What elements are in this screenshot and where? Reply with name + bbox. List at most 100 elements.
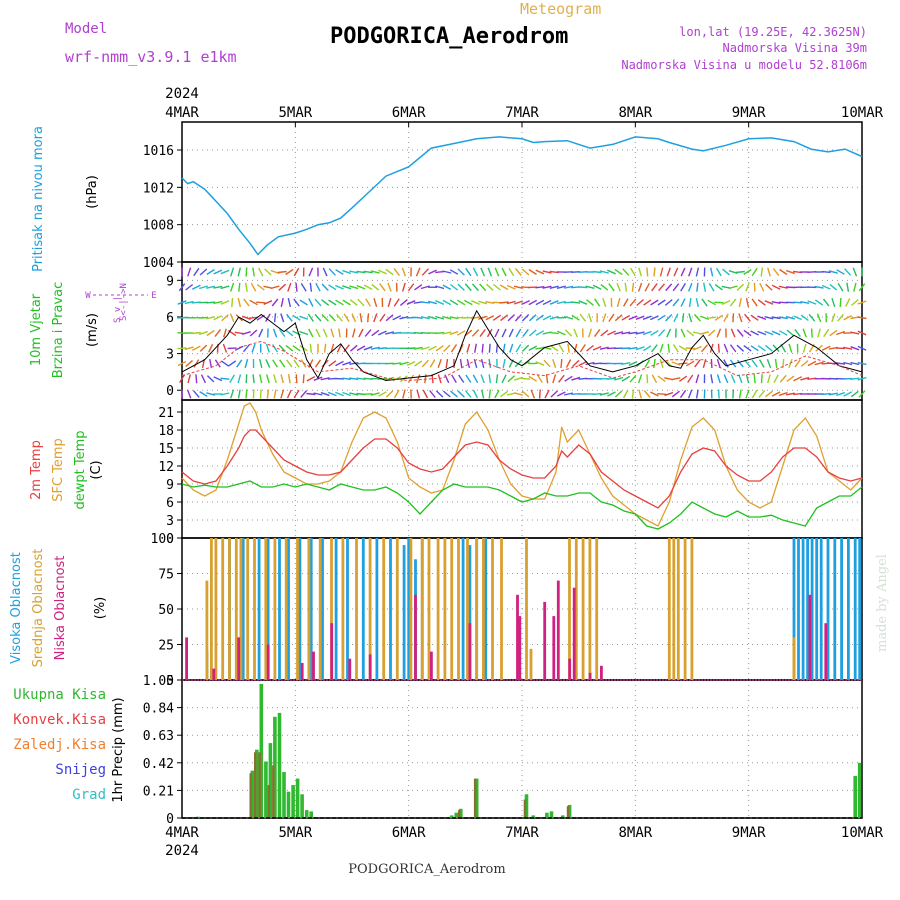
wind-barb bbox=[437, 358, 442, 369]
precip-legend-item: Konvek.Kisa bbox=[13, 712, 106, 728]
wind-barb bbox=[342, 269, 352, 275]
wind-barb bbox=[309, 282, 313, 292]
x-tick-label-bottom: 10MAR bbox=[841, 825, 884, 841]
cloud-mid-bar bbox=[568, 538, 571, 680]
wind-barb bbox=[671, 377, 681, 381]
wind-barb bbox=[442, 299, 452, 306]
wind-barb bbox=[293, 389, 300, 399]
wind-barb bbox=[571, 359, 580, 368]
wind-barb bbox=[587, 313, 593, 323]
wind-barb bbox=[717, 343, 720, 353]
wind-barb bbox=[556, 391, 566, 397]
wind-barb bbox=[638, 389, 642, 399]
wind-barb bbox=[680, 298, 686, 307]
precip-total-bar bbox=[286, 791, 291, 818]
wind-barb bbox=[716, 358, 721, 369]
wind-barb bbox=[515, 344, 522, 353]
wind-axis-unit: (m/s) bbox=[85, 313, 100, 347]
y-tick-label: 9 bbox=[166, 274, 174, 289]
wind-barb bbox=[244, 282, 248, 292]
cloud-high-bar bbox=[346, 538, 349, 680]
y-tick-label: 1.05 bbox=[143, 674, 174, 689]
wind-barb bbox=[494, 328, 500, 338]
wind-barb bbox=[393, 298, 400, 307]
wind-barb bbox=[308, 267, 314, 277]
precip-total-bar bbox=[545, 812, 549, 818]
wind-barb bbox=[259, 374, 263, 384]
wind-barb bbox=[607, 391, 616, 397]
wind-barb bbox=[449, 283, 459, 291]
wind-barb bbox=[567, 343, 570, 353]
wind-barb bbox=[328, 284, 337, 291]
wind-barb bbox=[229, 313, 235, 323]
wind-barb bbox=[853, 282, 857, 292]
wind-barb bbox=[794, 328, 801, 338]
x-tick-label-top: 5MAR bbox=[278, 105, 312, 121]
cloud-high-bar bbox=[241, 538, 245, 680]
wind-barb bbox=[578, 300, 588, 305]
wind-barb bbox=[481, 343, 484, 353]
wind-barb bbox=[751, 267, 758, 277]
wind-barb bbox=[428, 300, 438, 305]
wind-barb bbox=[299, 315, 309, 320]
wind-barb bbox=[542, 299, 552, 306]
wind-barb bbox=[552, 374, 557, 384]
cloud-high-bar bbox=[840, 538, 843, 680]
cloud-mid-bar bbox=[368, 538, 372, 680]
wind-barb bbox=[628, 361, 638, 366]
wind-barbs bbox=[177, 267, 867, 399]
wind-barb bbox=[757, 345, 766, 352]
wind-barb bbox=[836, 269, 845, 275]
wind-barb bbox=[696, 282, 699, 292]
wind-barb bbox=[488, 343, 491, 353]
wind-barb bbox=[659, 267, 664, 277]
wind-barb bbox=[437, 374, 442, 384]
x-tick-label-top: 4MAR bbox=[165, 105, 199, 121]
wind-barb bbox=[556, 300, 566, 305]
y-tick-label: 15 bbox=[158, 442, 174, 457]
wind-barb bbox=[765, 344, 773, 352]
wind-barb bbox=[220, 285, 230, 290]
wind-barb bbox=[614, 314, 623, 322]
wind-barb bbox=[650, 391, 659, 397]
wind-barb bbox=[666, 328, 672, 338]
wind-barb bbox=[243, 298, 250, 307]
wind-barb bbox=[435, 345, 444, 352]
wind-barb bbox=[730, 328, 736, 338]
cloud-high-bar bbox=[361, 538, 365, 680]
precip-total-bar bbox=[268, 743, 273, 818]
cloud-mid-bar bbox=[427, 538, 431, 680]
wind-barb bbox=[522, 328, 529, 338]
wind-barb bbox=[295, 282, 298, 292]
wind-barb bbox=[406, 347, 416, 350]
cloud-low-bar bbox=[516, 594, 519, 680]
cloud-high-bar bbox=[833, 538, 837, 680]
precip-conv-bar bbox=[523, 799, 527, 818]
cloud-low-bar bbox=[330, 623, 334, 680]
x-tick-label-top: 8MAR bbox=[618, 105, 652, 121]
panel-2: 0 3 6 9 12 15 18 21 bbox=[158, 399, 863, 547]
wind-barb bbox=[535, 269, 545, 275]
precip-total-bar bbox=[255, 749, 259, 818]
wind-barb bbox=[285, 329, 294, 337]
dewpoint-line bbox=[181, 480, 863, 530]
wind-barb bbox=[478, 300, 488, 305]
wind-barb bbox=[828, 392, 838, 396]
cloud-mid-bar bbox=[330, 538, 333, 680]
wind-barb bbox=[313, 392, 323, 396]
wind-barb bbox=[716, 374, 721, 384]
wind-barb bbox=[578, 360, 588, 367]
wind-barb bbox=[560, 358, 563, 369]
wind-barb bbox=[442, 284, 452, 291]
wind-barb bbox=[200, 374, 207, 384]
wind-barb bbox=[474, 343, 477, 353]
wind-barb bbox=[513, 285, 523, 289]
wind-barb bbox=[237, 389, 241, 399]
wind-barb bbox=[209, 358, 213, 369]
wind-barb bbox=[695, 297, 699, 308]
wind-barb bbox=[378, 269, 387, 275]
wind-barb bbox=[837, 313, 844, 322]
cloud-mid-bar bbox=[395, 538, 399, 680]
wind-barb bbox=[179, 374, 185, 383]
y-tick-label: 1012 bbox=[143, 181, 174, 196]
